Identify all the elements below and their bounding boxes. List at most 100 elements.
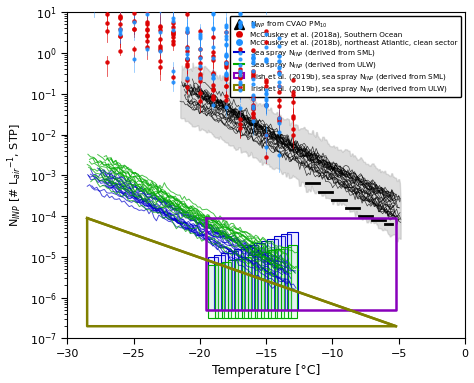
Point: [275, 69, 283, 75]
Point: [143, 0, 151, 2]
Point: [130, 56, 137, 62]
Point: [183, 75, 191, 81]
Point: [236, 39, 243, 46]
Point: [275, 118, 283, 124]
Bar: [228, 251, 238, 310]
Point: [117, 13, 124, 19]
Point: [196, 31, 204, 37]
Bar: [215, 264, 224, 318]
Point: [103, 1, 111, 7]
Point: [262, 132, 270, 138]
Point: [236, 56, 243, 62]
Point: [170, 41, 177, 47]
Point: [170, 29, 177, 36]
Bar: [268, 250, 277, 318]
Point: [117, 15, 124, 21]
Point: [117, 33, 124, 39]
Point: [236, 84, 243, 90]
Point: [143, 18, 151, 25]
Point: [262, 39, 270, 45]
Point: [183, 83, 191, 90]
Point: [249, 103, 256, 109]
Point: [236, 22, 243, 28]
Point: [183, 56, 191, 62]
Point: [183, 48, 191, 54]
Bar: [262, 252, 271, 318]
Point: [170, 68, 177, 74]
Point: [249, 54, 256, 61]
Point: [262, 102, 270, 108]
Point: [223, 52, 230, 59]
Point: [210, 86, 217, 92]
Point: [275, 58, 283, 64]
Point: [196, 75, 204, 81]
Point: [249, 96, 256, 102]
Point: [156, 0, 164, 1]
Point: [289, 113, 296, 119]
Point: [262, 95, 270, 101]
Point: [262, 56, 270, 62]
Point: [183, 56, 191, 62]
Point: [130, 26, 137, 33]
Point: [103, 4, 111, 10]
Point: [156, 23, 164, 29]
Point: [275, 82, 283, 88]
Point: [143, 21, 151, 28]
Point: [223, 41, 230, 47]
Point: [289, 89, 296, 95]
Point: [236, 125, 243, 131]
Bar: [242, 257, 251, 318]
Point: [275, 52, 283, 59]
Point: [236, 20, 243, 26]
Point: [210, 87, 217, 93]
Point: [156, 47, 164, 54]
Point: [223, 60, 230, 66]
Point: [130, 26, 137, 32]
Point: [236, 69, 243, 75]
Point: [262, 28, 270, 34]
Point: [249, 68, 256, 74]
Point: [156, 6, 164, 12]
Point: [275, 115, 283, 121]
Point: [236, 24, 243, 30]
Point: [223, 43, 230, 49]
Point: [223, 60, 230, 66]
Point: [249, 70, 256, 76]
Point: [275, 116, 283, 122]
Point: [196, 73, 204, 79]
Point: [183, 29, 191, 35]
Point: [117, 33, 124, 39]
Point: [196, 90, 204, 96]
Point: [236, 116, 243, 122]
Point: [143, 27, 151, 33]
Point: [236, 72, 243, 79]
Point: [262, 101, 270, 107]
Bar: [222, 262, 231, 318]
Point: [183, 11, 191, 17]
Point: [196, 98, 204, 104]
Point: [196, 63, 204, 69]
Point: [210, 70, 217, 77]
Point: [210, 95, 217, 101]
Point: [143, 38, 151, 44]
Point: [262, 79, 270, 85]
Point: [210, 44, 217, 50]
Point: [103, 1, 111, 7]
Point: [249, 76, 256, 82]
Point: [249, 92, 256, 98]
Point: [275, 52, 283, 59]
Point: [130, 18, 137, 24]
Point: [236, 73, 243, 79]
Point: [143, 3, 151, 9]
Point: [143, 44, 151, 50]
Point: [143, 46, 151, 52]
Point: [262, 31, 270, 37]
Point: [143, 26, 151, 32]
Point: [223, 33, 230, 39]
Point: [103, 1, 111, 7]
Bar: [235, 259, 244, 318]
Point: [262, 83, 270, 90]
Point: [223, 93, 230, 99]
Point: [223, 60, 230, 66]
Point: [143, 33, 151, 39]
